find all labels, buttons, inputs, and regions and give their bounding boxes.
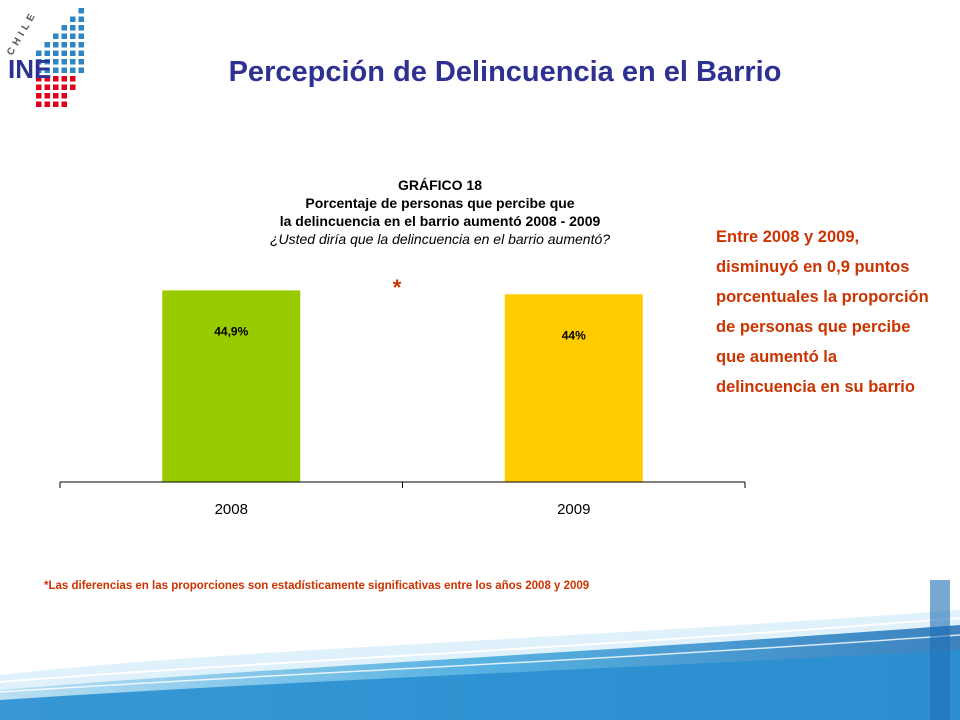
logo-dot <box>78 50 84 56</box>
logo-dot <box>78 25 84 31</box>
logo-dot <box>61 25 67 31</box>
x-tick-label-2009: 2009 <box>557 501 590 518</box>
x-axis: 2008 2009 <box>59 481 746 518</box>
x-tick-label-2008: 2008 <box>215 501 248 518</box>
chart-bars: 44,9% 44% <box>162 290 643 482</box>
logo-dot <box>36 101 42 107</box>
logo-dot <box>44 67 50 73</box>
logo-dot <box>61 42 67 48</box>
logo-dot <box>70 42 76 48</box>
logo-dot <box>36 67 42 73</box>
logo-dot <box>61 93 67 99</box>
logo-dot <box>70 84 76 90</box>
logo-dot <box>70 59 76 65</box>
logo-dot <box>36 50 42 56</box>
ine-chile-logo: INE CHILE <box>0 0 100 115</box>
bar-chart: GRÁFICO 18 Porcentaje de personas que pe… <box>59 177 746 518</box>
logo-dot <box>61 59 67 65</box>
logo-dot <box>70 33 76 39</box>
bar-2008 <box>162 290 301 482</box>
logo-country: CHILE <box>5 9 40 58</box>
logo-dot-grid <box>36 8 84 107</box>
bar-2009 <box>504 294 643 482</box>
logo-dot <box>44 76 50 82</box>
logo-dot <box>78 42 84 48</box>
data-label-2009: 44% <box>562 328 586 342</box>
logo-dot <box>70 16 76 22</box>
chart-caption-line-4: ¿Usted diría que la delincuencia en el b… <box>270 231 610 247</box>
logo-dot <box>36 84 42 90</box>
logo-dot <box>70 76 76 82</box>
logo-dot <box>78 59 84 65</box>
logo-wordmark: INE <box>8 54 51 84</box>
logo-dot <box>53 67 59 73</box>
footnote: *Las diferencias en las proporciones son… <box>44 580 590 592</box>
decorative-wave-graphic <box>0 580 960 720</box>
logo-dot <box>70 25 76 31</box>
logo-dot <box>61 67 67 73</box>
logo-dot <box>36 59 42 65</box>
data-label-2008: 44,9% <box>214 324 248 338</box>
logo-dot <box>44 84 50 90</box>
logo-dot <box>44 42 50 48</box>
chart-caption-line-3: la delincuencia en el barrio aumentó 200… <box>280 213 601 229</box>
logo-dot <box>36 93 42 99</box>
logo-dot <box>53 42 59 48</box>
logo-dot <box>61 84 67 90</box>
chart-caption-line-2: Porcentaje de personas que percibe que <box>305 195 574 211</box>
logo-dot <box>53 84 59 90</box>
logo-dot <box>53 93 59 99</box>
logo-dot <box>61 101 67 107</box>
logo-dot <box>78 16 84 22</box>
logo-dot <box>53 101 59 107</box>
logo-graphic: INE CHILE <box>5 8 84 107</box>
logo-dot <box>61 76 67 82</box>
logo-dot <box>78 8 84 14</box>
page-title: Percepción de Delincuencia en el Barrio <box>228 56 782 88</box>
side-note: Entre 2008 y 2009, disminuyó en 0,9 punt… <box>716 228 929 396</box>
logo-dot <box>78 33 84 39</box>
logo-dot <box>78 67 84 73</box>
logo-dot <box>53 76 59 82</box>
logo-dot <box>44 101 50 107</box>
logo-dot <box>44 59 50 65</box>
logo-dot <box>44 93 50 99</box>
logo-dot <box>61 50 67 56</box>
chart-caption: GRÁFICO 18 Porcentaje de personas que pe… <box>270 177 610 247</box>
logo-dot <box>44 50 50 56</box>
logo-dot <box>61 33 67 39</box>
chart-caption-line-1: GRÁFICO 18 <box>398 177 482 193</box>
logo-dot <box>36 76 42 82</box>
significance-marker: * <box>393 275 402 300</box>
logo-dot <box>53 50 59 56</box>
logo-dot <box>53 33 59 39</box>
logo-dot <box>53 59 59 65</box>
logo-dot <box>70 50 76 56</box>
logo-dot <box>70 67 76 73</box>
